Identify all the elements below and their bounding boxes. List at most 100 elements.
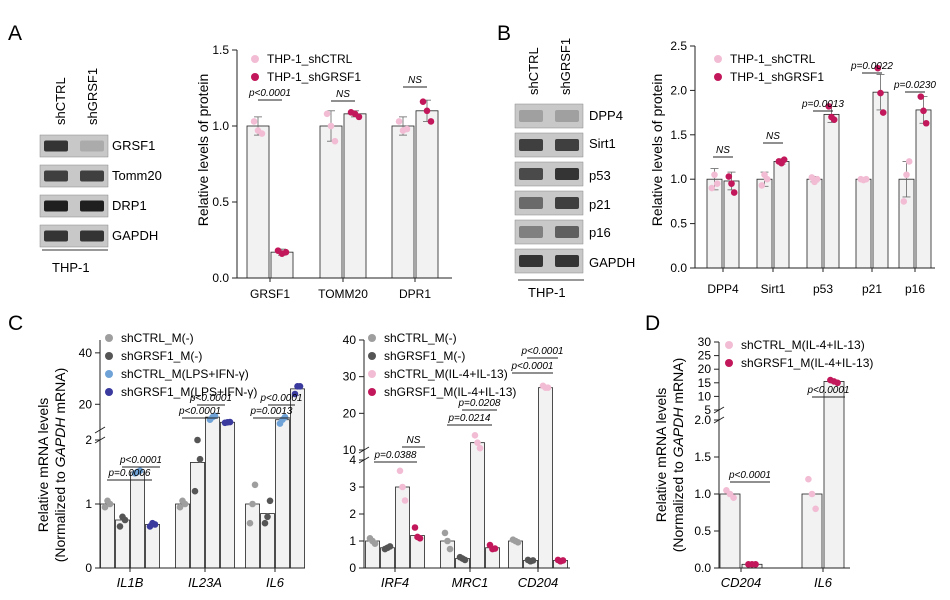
legend-label: shCTRL_M(IL-4+IL-13) — [741, 338, 865, 352]
data-point — [401, 497, 409, 504]
y-axis-label-c-line1: Relative mRNA levels — [35, 398, 51, 533]
blot-a-row-label: DRP1 — [112, 198, 147, 213]
data-point — [474, 439, 481, 446]
data-point — [136, 467, 144, 475]
y-tick-label: 10 — [343, 443, 357, 457]
x-tick-label: TOMM20 — [318, 287, 368, 301]
y-tick-label: 30 — [698, 335, 712, 349]
y-tick-label: 0 — [349, 561, 356, 575]
data-point — [725, 173, 733, 180]
bar — [175, 503, 190, 569]
data-point — [825, 103, 833, 110]
blot-band — [519, 197, 543, 209]
blot-b-lane-label-2: shGRSF1 — [558, 38, 573, 95]
significance-label: p=0.0208 — [458, 398, 501, 409]
blot-a-row-label: Tomm20 — [112, 168, 162, 183]
data-point — [249, 500, 256, 508]
data-point — [812, 505, 819, 513]
data-point — [728, 180, 735, 187]
significance-label: p=0.0013 — [801, 99, 844, 110]
legend-marker — [251, 73, 259, 81]
legend-marker — [368, 334, 376, 342]
legend-marker — [725, 341, 733, 349]
data-point — [461, 556, 469, 564]
axis-break-mark — [713, 416, 725, 424]
y-tick-label: 0.5 — [694, 524, 711, 538]
data-point — [444, 537, 451, 545]
y-tick-label: 5 — [704, 403, 711, 417]
data-point — [874, 64, 882, 72]
axis-break-mark — [358, 456, 370, 464]
data-point — [411, 524, 419, 531]
bar — [130, 471, 145, 569]
legend-label: shGRSF1_M(IL-4+IL-13) — [741, 356, 873, 370]
data-point — [559, 557, 567, 564]
y-tick-label: 0.5 — [670, 217, 687, 231]
data-point — [730, 189, 738, 196]
significance-label: p<0.0001 — [260, 393, 303, 404]
blot-band — [44, 140, 68, 152]
x-tick-label: p53 — [813, 282, 833, 296]
data-point — [905, 158, 913, 165]
blot-band — [555, 197, 579, 209]
y-tick-label: 1.5 — [212, 43, 229, 57]
data-point — [176, 503, 184, 511]
bar — [872, 91, 889, 269]
blot-b-row-label: DPP4 — [589, 108, 623, 123]
y-label-part: mRNA) — [670, 358, 686, 408]
legend-label: shGRSF1_M(IL-4+IL-13) — [384, 385, 516, 399]
data-point — [834, 379, 841, 387]
y-tick-label: 2.0 — [670, 83, 687, 97]
blot-a-row-label: GRSF1 — [112, 138, 155, 153]
bar — [319, 125, 343, 279]
axis-break-mark — [94, 436, 106, 444]
significance-label: p<0.0001 — [189, 393, 232, 404]
bar — [706, 178, 723, 269]
data-point — [116, 523, 124, 530]
data-point — [900, 198, 908, 205]
x-tick-label: p16 — [905, 282, 925, 296]
chart-layer: GRSF1 TOMM20 DPR1 0.0 0.5 1.0 1.5 THP-1_shCTRL T… — [39, 39, 936, 590]
y-tick-label: 0.0 — [212, 271, 229, 285]
blot-b-row-label: p16 — [589, 225, 611, 240]
bar — [508, 540, 523, 569]
data-point — [446, 545, 454, 553]
data-point — [419, 98, 427, 105]
data-point — [830, 116, 838, 124]
data-point — [813, 175, 821, 183]
legend-marker — [368, 370, 376, 378]
blot-band — [519, 255, 543, 267]
data-point — [264, 513, 271, 521]
significance-label: p=0.0230 — [893, 80, 936, 91]
bar — [415, 110, 439, 279]
y-tick-label: 20 — [79, 397, 93, 411]
data-point — [106, 500, 114, 508]
y-label-part: (Normalized to — [52, 467, 68, 562]
y-tick-label: 2.5 — [670, 39, 687, 53]
blot-b-row-label: Sirt1 — [589, 136, 616, 151]
x-tick-label: CD204 — [518, 575, 558, 590]
data-point — [403, 125, 411, 133]
y-tick-label: 0.0 — [670, 261, 687, 275]
blot-b-row-label: p53 — [589, 168, 611, 183]
data-point — [922, 119, 930, 127]
bar — [205, 416, 220, 569]
y-tick-label: 20 — [698, 362, 712, 376]
data-point — [877, 89, 884, 97]
legend-label: THP-1_shGRSF1 — [730, 70, 824, 84]
data-point — [476, 444, 484, 452]
data-point — [266, 497, 274, 505]
data-point — [226, 418, 234, 426]
bar — [855, 178, 872, 269]
x-tick-label: CD204 — [721, 575, 761, 590]
data-point — [371, 540, 379, 547]
x-tick-label: p21 — [862, 282, 882, 296]
legend-marker — [714, 55, 722, 63]
axis-break-mark — [358, 446, 370, 454]
y-tick-label: 0 — [85, 561, 92, 575]
bar — [100, 503, 115, 569]
data-point — [708, 184, 716, 192]
blot-a-lane-label-1: shCTRL — [53, 77, 68, 125]
significance-label: p=0.0214 — [448, 413, 491, 424]
y-label-part: GAPDH — [52, 417, 68, 468]
